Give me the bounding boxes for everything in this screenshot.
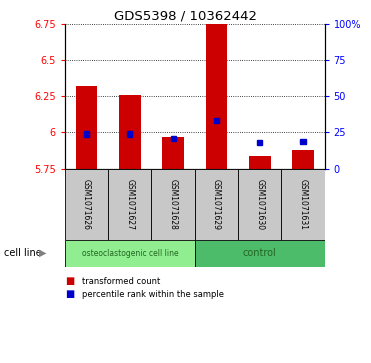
Bar: [249, 156, 270, 169]
Text: GSM1071631: GSM1071631: [299, 179, 308, 230]
Text: GSM1071628: GSM1071628: [169, 179, 178, 230]
FancyBboxPatch shape: [195, 169, 238, 240]
Text: percentile rank within the sample: percentile rank within the sample: [82, 290, 224, 298]
Bar: [127, 131, 132, 136]
Bar: [84, 131, 89, 136]
FancyBboxPatch shape: [238, 169, 281, 240]
Bar: [257, 140, 262, 145]
Text: GSM1071629: GSM1071629: [212, 179, 221, 230]
Text: GSM1071630: GSM1071630: [255, 179, 264, 230]
Bar: [119, 95, 141, 169]
Text: GDS5398 / 10362442: GDS5398 / 10362442: [114, 9, 257, 22]
Text: ▶: ▶: [39, 248, 46, 258]
FancyBboxPatch shape: [108, 169, 151, 240]
FancyBboxPatch shape: [65, 169, 108, 240]
FancyBboxPatch shape: [151, 169, 195, 240]
Text: control: control: [243, 248, 276, 258]
Bar: [171, 136, 176, 141]
FancyBboxPatch shape: [281, 169, 325, 240]
Text: cell line: cell line: [4, 248, 42, 258]
FancyBboxPatch shape: [195, 240, 325, 267]
Bar: [301, 139, 306, 144]
Text: transformed count: transformed count: [82, 277, 160, 286]
Bar: [206, 24, 227, 169]
Text: GSM1071626: GSM1071626: [82, 179, 91, 230]
Text: ■: ■: [65, 289, 74, 299]
Text: osteoclastogenic cell line: osteoclastogenic cell line: [82, 249, 178, 258]
Text: ■: ■: [65, 276, 74, 286]
FancyBboxPatch shape: [65, 240, 195, 267]
Bar: [162, 137, 184, 169]
Text: GSM1071627: GSM1071627: [125, 179, 134, 230]
Bar: [292, 150, 314, 169]
Bar: [76, 86, 97, 169]
Bar: [214, 118, 219, 123]
